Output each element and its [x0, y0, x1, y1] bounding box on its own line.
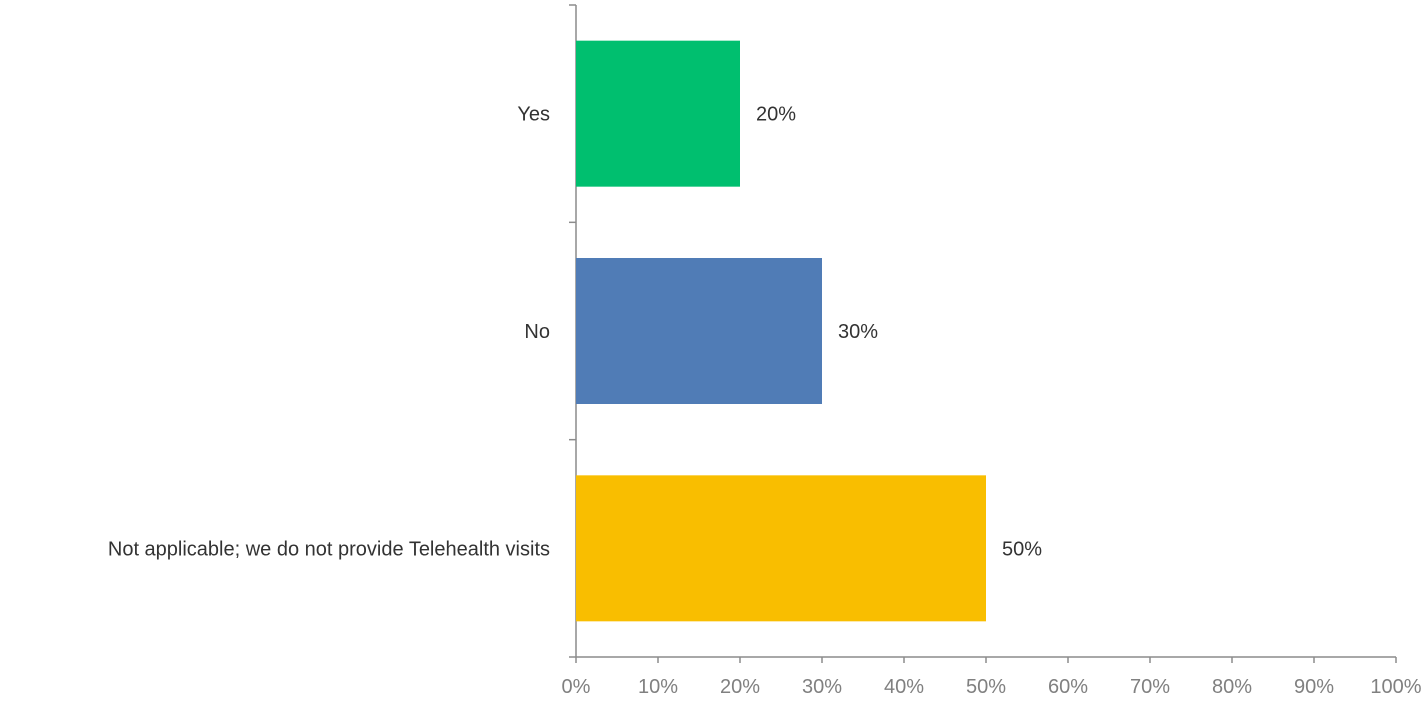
x-tick-label: 20% — [720, 676, 760, 698]
x-tick-label: 90% — [1294, 676, 1334, 698]
bar — [576, 475, 986, 622]
value-label: 20% — [756, 104, 796, 126]
bars — [576, 40, 986, 622]
x-tick-label: 10% — [638, 676, 678, 698]
x-tick-label: 80% — [1212, 676, 1252, 698]
x-tick-label: 60% — [1048, 676, 1088, 698]
bar — [576, 40, 740, 187]
x-tick-label: 50% — [966, 676, 1006, 698]
value-label: 50% — [1002, 538, 1042, 560]
x-tick-label: 0% — [562, 676, 591, 698]
category-label: Not applicable; we do not provide Telehe… — [108, 538, 550, 560]
labels: 0% 10% 20% 30% 40% 50% 60% 70% 80% 90% 100% Yes 20% N… — [108, 104, 1422, 698]
x-tick-label: 40% — [884, 676, 924, 698]
x-tick-label: 30% — [802, 676, 842, 698]
bar — [576, 258, 822, 404]
x-tick-label: 70% — [1130, 676, 1170, 698]
category-label: Yes — [517, 104, 550, 126]
value-label: 30% — [838, 321, 878, 343]
x-tick-label: 100% — [1370, 676, 1421, 698]
category-label: No — [524, 321, 550, 343]
